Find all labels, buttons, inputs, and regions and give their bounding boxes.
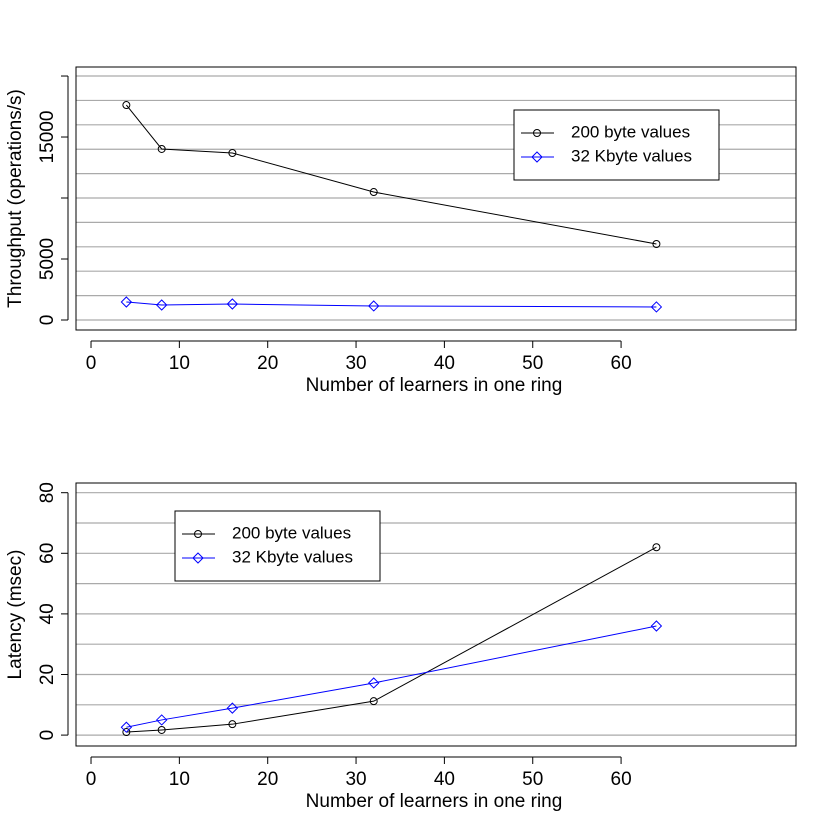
marker — [652, 240, 661, 249]
legend-label: 32 Kbyte values — [571, 146, 692, 165]
plot-box — [75, 482, 797, 747]
legend-marker — [194, 530, 202, 538]
marker — [368, 300, 380, 312]
marker — [155, 714, 168, 726]
x-tick-label: 20 — [257, 769, 278, 790]
series-line — [126, 546, 657, 733]
y-tick-label: 80 — [37, 482, 58, 503]
plot-box — [75, 66, 797, 331]
marker — [369, 188, 378, 197]
marker — [226, 702, 239, 714]
marker — [369, 697, 378, 706]
y-axis-label: Latency (msec) — [5, 550, 26, 680]
x-tick-label: 10 — [169, 769, 190, 790]
x-axis-label: Number of learners in one ring — [306, 375, 563, 396]
marker — [650, 301, 663, 313]
x-tick-label: 40 — [434, 769, 455, 790]
panel: 0 20 40 60 80 Latency (msec) 0 10 20 30 40 50 60 Numb… — [5, 482, 797, 812]
marker — [122, 728, 131, 737]
marker — [368, 677, 380, 689]
y-axis-label: Throughput (operations/s) — [5, 89, 26, 308]
marker — [228, 720, 237, 729]
marker — [155, 299, 168, 311]
marker — [157, 725, 166, 734]
marker — [120, 296, 133, 308]
x-tick-label: 0 — [86, 769, 97, 790]
x-tick-label: 60 — [611, 353, 632, 374]
series-line — [125, 104, 657, 245]
legend-marker — [533, 129, 541, 137]
x-tick-label: 40 — [434, 353, 455, 374]
y-tick-label: 60 — [37, 543, 58, 564]
marker — [652, 543, 661, 552]
y-tick-label: 40 — [37, 603, 58, 624]
marker — [650, 620, 663, 632]
legend-label: 200 byte values — [571, 122, 690, 141]
x-tick-label: 60 — [611, 769, 632, 790]
x-tick-label: 50 — [522, 769, 543, 790]
marker — [228, 148, 237, 157]
series-line — [126, 301, 657, 308]
legend-box — [513, 109, 720, 181]
y-tick-label: 20 — [37, 664, 58, 685]
panel: 0 5000 15000 Throughput (operations/s) 0 10 20… — [5, 66, 797, 396]
marker — [120, 721, 133, 733]
x-tick-label: 0 — [86, 353, 97, 374]
y-tick-label: 0 — [37, 315, 58, 326]
legend-marker — [531, 151, 543, 163]
x-tick-label: 30 — [345, 353, 366, 374]
x-tick-label: 30 — [345, 769, 366, 790]
y-tick-label: 5000 — [37, 238, 58, 280]
legend-label: 200 byte values — [232, 523, 351, 542]
y-tick-label: 0 — [37, 730, 58, 741]
x-tick-label: 50 — [522, 353, 543, 374]
legend-label: 32 Kbyte values — [232, 547, 353, 566]
marker — [157, 144, 166, 153]
x-axis-label: Number of learners in one ring — [306, 791, 563, 812]
series-line — [126, 625, 657, 728]
marker — [122, 101, 131, 110]
legend-marker — [192, 552, 204, 564]
legend-box — [174, 510, 381, 582]
y-tick-label: 15000 — [37, 111, 58, 164]
x-tick-label: 20 — [257, 353, 278, 374]
x-tick-label: 10 — [169, 353, 190, 374]
marker — [226, 298, 239, 310]
